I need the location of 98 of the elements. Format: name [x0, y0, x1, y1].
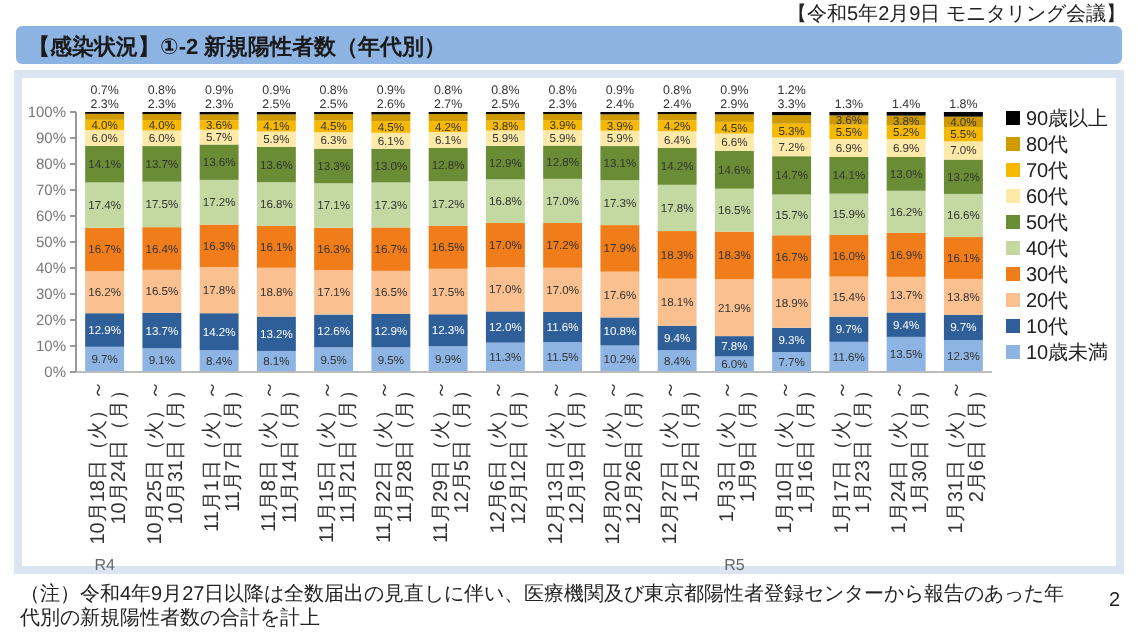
- bar: [657, 147, 697, 185]
- x-tick-label: 12月6日（火）～ 12月12日（月）: [486, 380, 532, 534]
- bar: [256, 267, 296, 317]
- bar: [657, 231, 697, 279]
- bar: [714, 150, 754, 189]
- legend-label: 10代: [1026, 317, 1069, 339]
- bar: [543, 178, 583, 224]
- bar: [85, 313, 125, 347]
- bar: [657, 184, 697, 232]
- bar: [428, 225, 468, 269]
- bar: [772, 194, 812, 236]
- legend-label: 30代: [1026, 265, 1069, 287]
- bar: [142, 181, 182, 228]
- bar: [85, 113, 125, 120]
- text: R5: [724, 556, 746, 574]
- text: 2: [1108, 590, 1121, 612]
- x-tick-label: 12月13日（火）～ 12月19日（月）: [543, 380, 589, 545]
- x-tick-label: 1月24日（火）～ 1月30日（月）: [887, 380, 933, 534]
- legend-label: 50代: [1026, 213, 1069, 235]
- bar: [485, 267, 525, 312]
- bar: [772, 235, 812, 279]
- bar: [142, 114, 182, 121]
- bar: [943, 193, 983, 238]
- bar: [485, 179, 525, 224]
- x-tick-label: 1月3日（火）～ 1月9日（月）: [715, 380, 761, 523]
- bar: [85, 227, 125, 272]
- x-tick-label: 12月27日（火）～ 1月2日（月）: [658, 380, 704, 545]
- x-tick-label: 1月17日（火）～ 1月23日（月）: [829, 380, 875, 534]
- legend-label: 20代: [1026, 291, 1069, 313]
- bar: [256, 182, 296, 226]
- bar: [314, 227, 354, 271]
- bar: [886, 232, 926, 277]
- bar: [829, 276, 869, 317]
- bar: [543, 267, 583, 312]
- bar: [142, 146, 182, 182]
- bar: [199, 179, 239, 225]
- bar: [886, 190, 926, 233]
- chart-title: 【感染状況】①-2 新規陽性者数（年代別）: [28, 34, 447, 60]
- bar: [142, 227, 182, 270]
- bar: [600, 180, 640, 226]
- x-tick-label: 11月29日（火）～ 12月5日（月）: [429, 380, 475, 544]
- x-tick-label: 11月22日（火）～ 11月28日（月）: [371, 380, 417, 544]
- x-tick-label: 11月15日（火）～ 11月21日（月）: [314, 380, 360, 544]
- legend-label: 40代: [1026, 239, 1069, 261]
- bar: [829, 234, 869, 277]
- legend-label: 80代: [1026, 135, 1069, 157]
- bar: [543, 223, 583, 268]
- bar: [657, 278, 697, 326]
- bar: [428, 268, 468, 315]
- bar: [600, 271, 640, 318]
- bar: [829, 193, 869, 235]
- bar: [714, 231, 754, 280]
- bar: [485, 114, 525, 121]
- bar: [714, 279, 754, 337]
- x-tick-label: 11月1日（火）～ 11月7日（月）: [200, 380, 246, 532]
- bar: [829, 156, 869, 194]
- text: 【令和5年2月9日 モニタリング会議】: [787, 2, 1126, 26]
- bar: [772, 278, 812, 328]
- bar: [256, 225, 296, 268]
- bar: [485, 223, 525, 268]
- x-tick-label: 11月8日（火）～ 11月14日（月）: [257, 380, 303, 532]
- x-tick-label: 12月20日（火）～ 12月26日（月）: [600, 380, 646, 545]
- bar: [714, 188, 754, 232]
- bar: [714, 114, 754, 122]
- legend-label: 70代: [1026, 161, 1069, 183]
- bar: [772, 156, 812, 195]
- legend-label: 10歳未満: [1026, 341, 1109, 365]
- x-tick-label: 10月18日（火）～ 10月24日（月）: [85, 380, 131, 545]
- bar: [85, 271, 125, 314]
- text: （注）令和4年9月27日以降は全数届出の見直しに伴い、医療機関及び東京都陽性者登録センターから報告のあった年代別の新規陽性者数の合計を計上: [20, 584, 1067, 632]
- bar: [485, 311, 525, 343]
- x-tick-label: 1月10日（火）～ 1月16日（月）: [772, 380, 818, 534]
- bar: [371, 270, 411, 314]
- bar: [600, 114, 640, 121]
- bar: [199, 114, 239, 121]
- bar: [142, 269, 182, 313]
- bar: [943, 237, 983, 279]
- bar: [256, 114, 296, 121]
- bar: [543, 114, 583, 121]
- bar: [199, 266, 239, 314]
- legend-label: 60代: [1026, 187, 1069, 209]
- bar: [371, 182, 411, 228]
- bar: [428, 181, 468, 226]
- x-tick-label: 10月25日（火）～ 10月31日（月）: [142, 380, 188, 545]
- x-tick-label: 1月31日（火）～ 2月6日（月）: [944, 380, 990, 534]
- legend-label: 90歳以上: [1026, 107, 1109, 131]
- bar: [428, 114, 468, 122]
- bar: [772, 115, 812, 124]
- text: R4: [94, 556, 116, 574]
- bar: [314, 270, 354, 315]
- bar: [600, 225, 640, 272]
- bar: [314, 183, 354, 228]
- bar: [371, 227, 411, 271]
- bar: [314, 114, 354, 121]
- bar: [85, 182, 125, 228]
- bar: [657, 114, 697, 121]
- bar: [199, 313, 239, 351]
- bar: [371, 114, 411, 122]
